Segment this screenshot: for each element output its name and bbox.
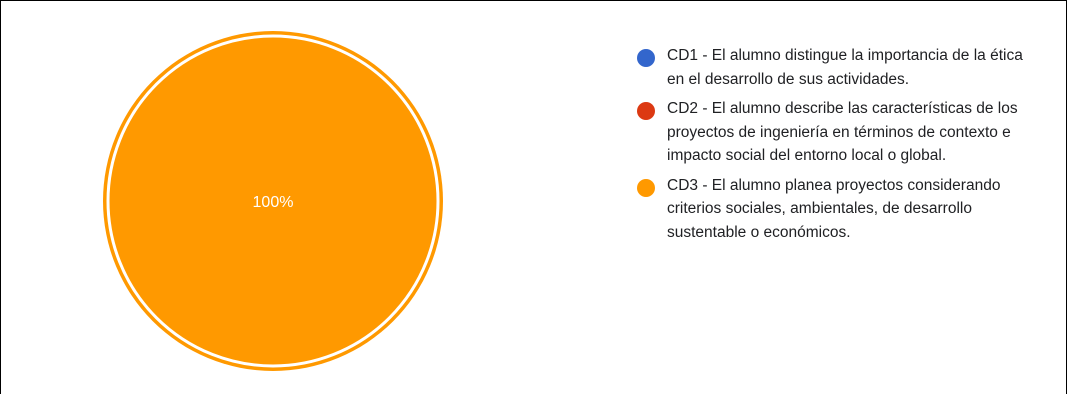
pie-slice-highlight-ring [106,34,440,368]
pie-slice-cd3[interactable] [103,31,443,371]
legend-item-cd2[interactable]: CD2 - El alumno describe las característ… [637,97,1037,168]
legend-swatch-cd2 [637,102,655,120]
pie-chart: 100% [103,31,443,371]
legend-swatch-cd3 [637,178,655,197]
legend-label-cd2: CD2 - El alumno describe las característ… [667,100,1018,164]
legend-label-cd3: CD3 - El alumno planea proyectos conside… [667,176,1001,241]
legend: CD1 - El alumno distingue la importancia… [637,44,1037,250]
legend-swatch-cd1 [637,49,655,67]
legend-label-cd1: CD1 - El alumno distingue la importancia… [667,47,1023,88]
data-label-cd3: 100% [253,194,294,211]
legend-item-cd1[interactable]: CD1 - El alumno distingue la importancia… [637,44,1037,91]
legend-item-cd3[interactable]: CD3 - El alumno planea proyectos conside… [637,174,1037,245]
